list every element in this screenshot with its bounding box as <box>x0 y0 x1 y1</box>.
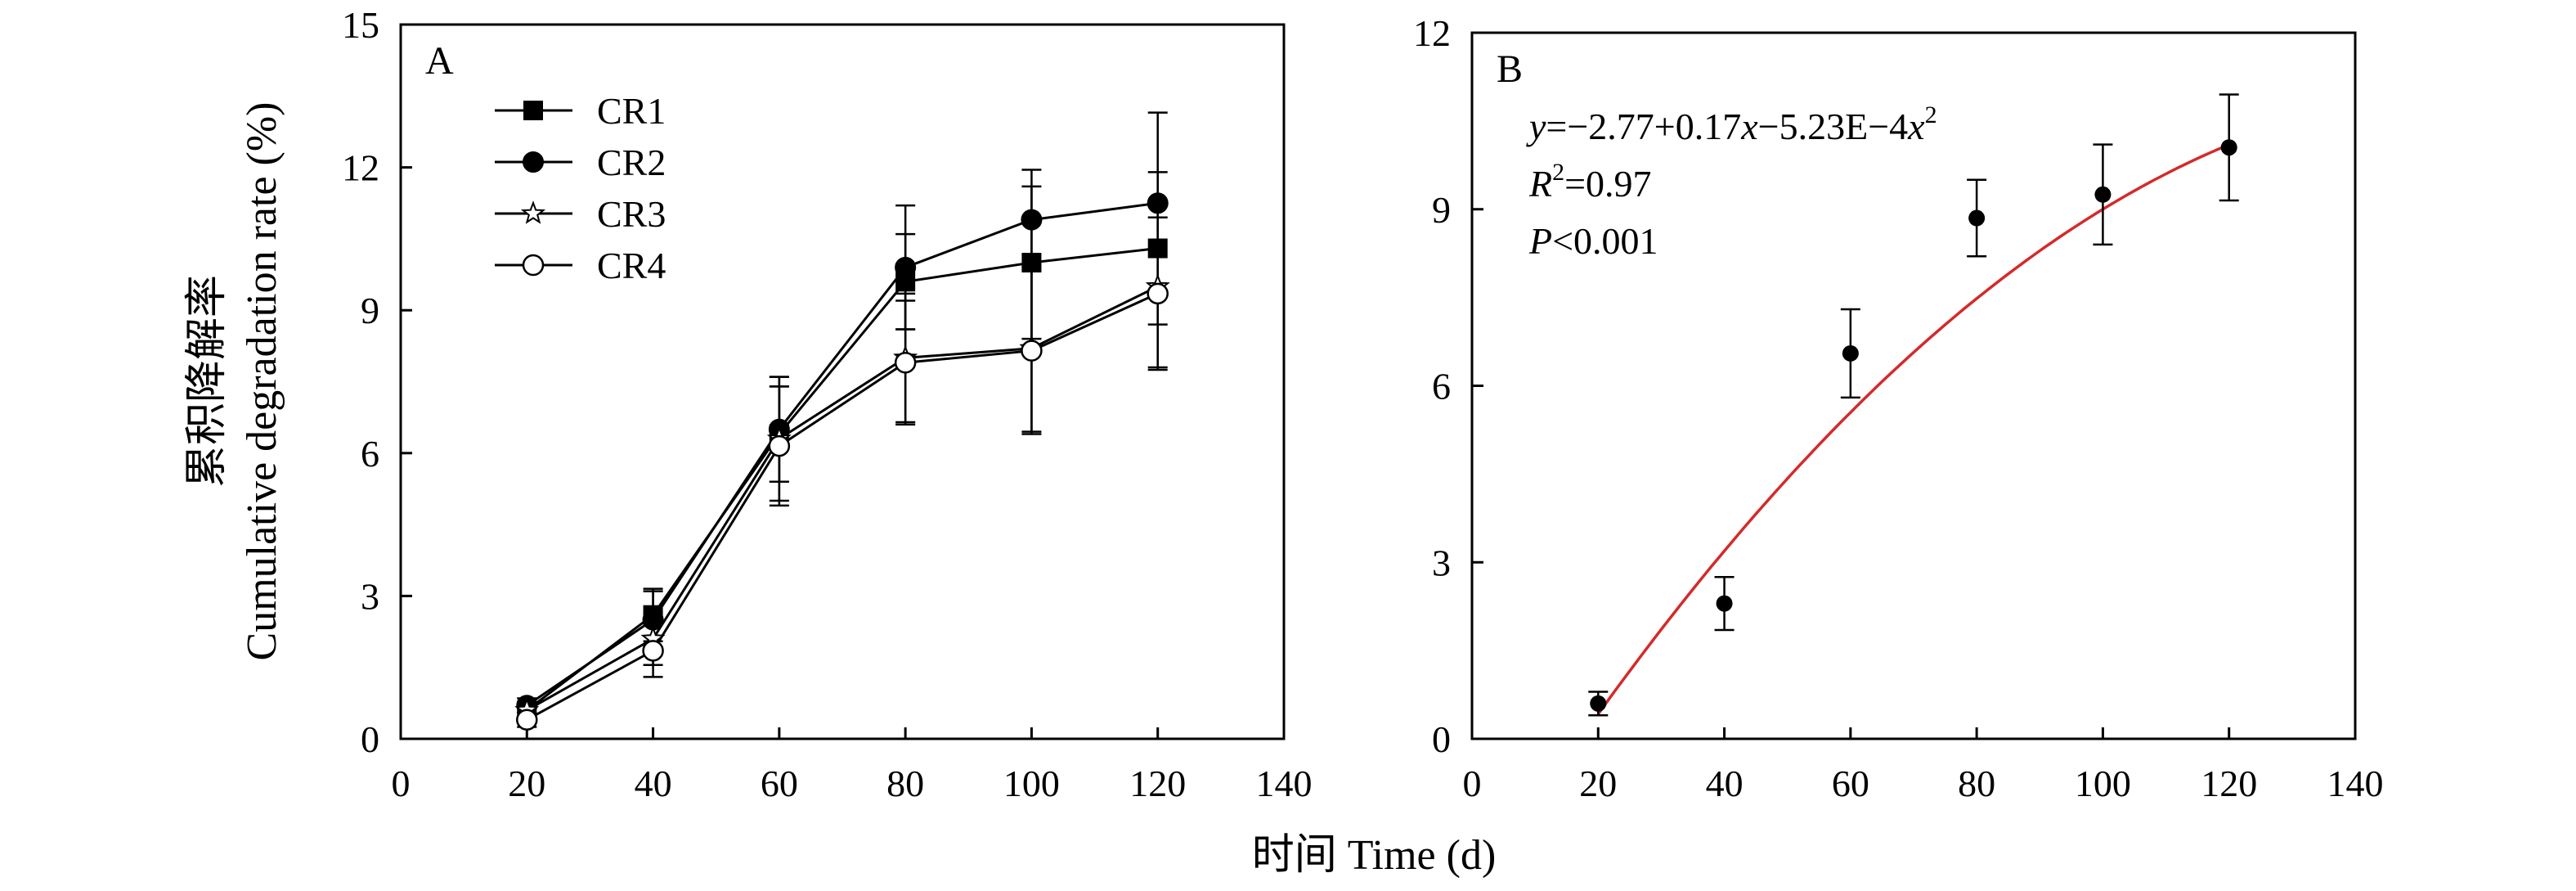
data-point <box>2094 186 2112 203</box>
data-point-cr4 <box>894 351 917 374</box>
y-tick-label: 15 <box>342 4 379 46</box>
x-tick-label: 120 <box>2201 763 2257 804</box>
x-tick-label: 100 <box>1003 763 1060 804</box>
legend-label: CR2 <box>597 142 666 183</box>
equation-part: −5.23E−4 <box>1758 106 1908 147</box>
x-tick-label: 40 <box>1706 763 1744 804</box>
legend-label: CR4 <box>597 245 666 286</box>
legend-marker <box>523 101 543 120</box>
data-point-cr4 <box>516 709 538 731</box>
x-tick-label: 20 <box>508 763 545 804</box>
x-tick-label: 80 <box>1958 763 1995 804</box>
equation-part: x <box>1907 106 1925 147</box>
data-point <box>2220 139 2237 156</box>
data-point-cr2 <box>895 256 917 278</box>
data-point-cr4 <box>768 434 791 457</box>
data-point-cr1 <box>1021 253 1042 272</box>
x-axis-label: 时间 Time (d) <box>1252 832 1497 879</box>
y-tick-label: 12 <box>1413 12 1451 54</box>
data-point <box>1590 695 1607 712</box>
y-tick-label: 3 <box>1432 542 1451 583</box>
r-exponent: 2 <box>1552 159 1564 186</box>
x-tick-label: 0 <box>1463 763 1482 804</box>
y-tick-label: 0 <box>361 718 379 760</box>
fit-equation: y=−2.77+0.17x−5.23E−4x2 <box>1526 101 1937 147</box>
y-tick-label: 9 <box>361 290 379 331</box>
y-axis-label-chinese: 累积降解率 <box>184 275 231 488</box>
r-squared: R2=0.97 <box>1528 159 1652 205</box>
p-value: P<0.001 <box>1528 220 1658 262</box>
y-tick-label: 6 <box>1432 366 1451 407</box>
series-line-cr1 <box>526 247 1158 712</box>
y-tick-label: 9 <box>1432 189 1451 231</box>
fit-curve <box>1596 143 2230 715</box>
data-point <box>1716 595 1733 612</box>
data-point <box>1968 209 1986 227</box>
x-tick-label: 140 <box>1256 763 1313 804</box>
r-value: =0.97 <box>1564 163 1651 205</box>
plot-frame <box>399 23 1286 740</box>
x-tick-label: 20 <box>1579 763 1617 804</box>
data-point-cr4 <box>642 640 664 662</box>
p-text: <0.001 <box>1552 220 1658 262</box>
equation-part: y <box>1526 106 1546 147</box>
x-tick-label: 40 <box>635 763 672 804</box>
data-point-cr4 <box>1147 282 1169 305</box>
legend-label: CR3 <box>597 193 666 235</box>
equation-part: x <box>1740 106 1758 147</box>
legend-marker <box>522 254 545 277</box>
legend-label: CR1 <box>597 90 666 132</box>
y-tick-label: 12 <box>342 147 379 189</box>
x-tick-label: 120 <box>1129 763 1186 804</box>
data-point-cr4 <box>1021 340 1043 362</box>
y-axis-label-english: Cumulative degradation rate (%) <box>239 102 285 661</box>
panel-label: B <box>1497 47 1523 91</box>
equation-part: =−2.77+0.17 <box>1546 106 1741 147</box>
y-tick-label: 3 <box>361 575 379 617</box>
x-tick-label: 140 <box>2327 763 2384 804</box>
legend-marker <box>520 200 546 224</box>
data-point-cr1 <box>1147 238 1168 259</box>
chart-panel-b: 0 20 40 60 80 100 120 140036912By=−2.77+0.17x−5… <box>1413 12 2384 804</box>
data-point <box>1842 344 1859 362</box>
x-tick-label: 0 <box>392 763 411 804</box>
y-tick-label: 0 <box>1432 718 1451 760</box>
p-symbol: P <box>1528 220 1552 262</box>
data-point-cr2 <box>1021 209 1043 231</box>
x-tick-label: 60 <box>761 763 798 804</box>
panel-label: A <box>425 39 454 83</box>
data-point-cr2 <box>1147 192 1169 214</box>
legend-marker <box>523 151 544 173</box>
r-symbol: R <box>1528 163 1552 205</box>
x-tick-label: 80 <box>886 763 924 804</box>
x-tick-label: 60 <box>1832 763 1869 804</box>
series-line-cr3 <box>526 285 1159 712</box>
x-tick-label: 100 <box>2075 763 2131 804</box>
series-line-cr2 <box>526 201 1158 707</box>
series-line-cr4 <box>526 292 1159 722</box>
chart-panel-a: 0 20 40 60 80 100 120 140 0 3 6 9 12 15 A CR1 CR2 CR3 CR4 <box>342 4 1313 804</box>
equation-exponent: 2 <box>1925 101 1937 128</box>
y-tick-label: 6 <box>361 433 379 475</box>
